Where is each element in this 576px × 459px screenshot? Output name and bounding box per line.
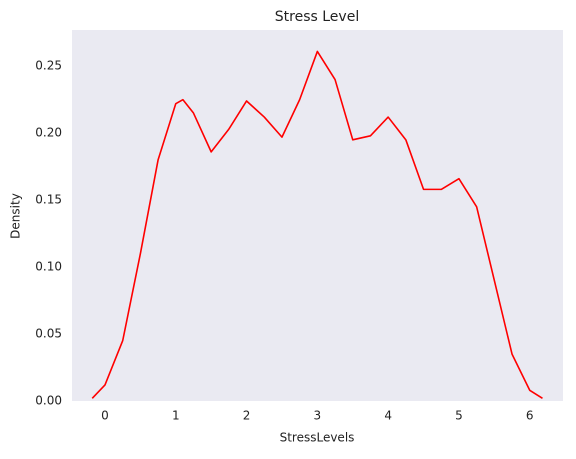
x-tick-label: 6 (526, 409, 534, 423)
y-tick-label: 0.05 (35, 327, 62, 341)
x-axis-label: StressLevels (280, 431, 355, 445)
y-tick-label: 0.20 (35, 126, 62, 140)
x-tick-label: 4 (384, 409, 392, 423)
plot-background (72, 30, 563, 401)
chart-title: Stress Level (275, 9, 359, 25)
density-line (91, 50, 543, 399)
y-axis-label: Density (9, 193, 23, 239)
y-tick-label: 0.00 (35, 394, 62, 408)
x-tick-label: 0 (101, 409, 109, 423)
y-tick-label: 0.25 (35, 59, 62, 73)
y-tick-label: 0.10 (35, 260, 62, 274)
x-tick-label: 2 (243, 409, 251, 423)
x-tick-label: 3 (314, 409, 322, 423)
x-tick-label: 1 (172, 409, 180, 423)
y-tick-label: 0.15 (35, 193, 62, 207)
x-tick-label: 5 (455, 409, 463, 423)
